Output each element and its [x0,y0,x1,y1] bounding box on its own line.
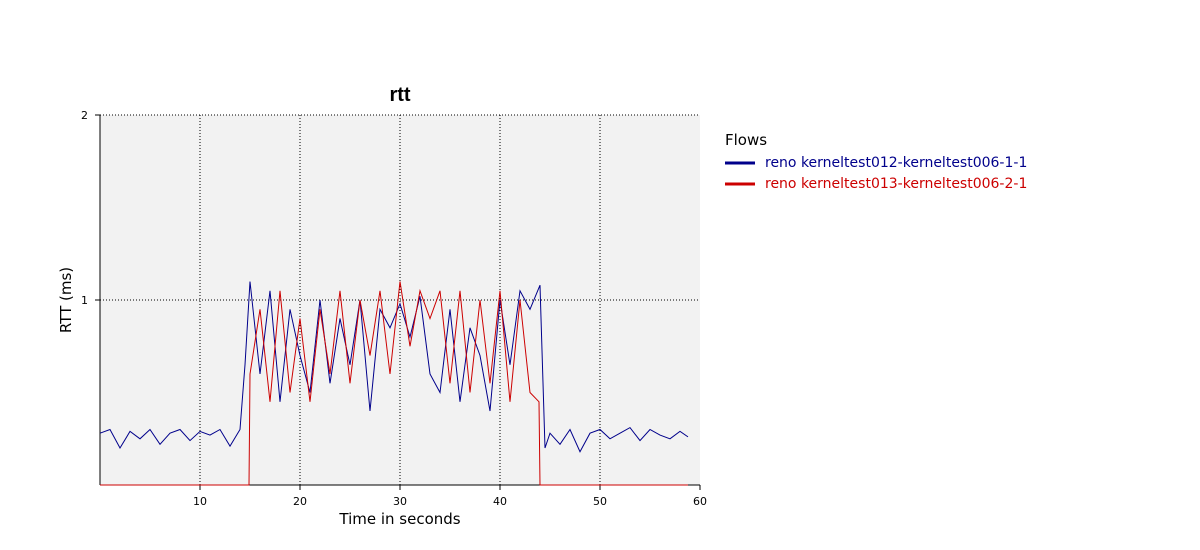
y-axis-title: RTT (ms) [57,267,75,333]
series-line-2 [100,281,688,486]
x-tick-label: 50 [593,495,607,508]
y-ticks: 12 [81,109,100,307]
series-layer [99,281,689,486]
legend-label-1: reno kerneltest012-kerneltest006-1-1 [765,155,1027,171]
chart-title: rtt [389,84,410,106]
legend: Flows reno kerneltest012-kerneltest006-1… [725,131,1027,192]
x-tick-label: 10 [193,495,207,508]
series-line-1 [99,281,689,453]
x-tick-label: 60 [693,495,707,508]
grid [100,114,700,485]
legend-items: reno kerneltest012-kerneltest006-1-1 reno… [725,155,1027,192]
legend-label-2: reno kerneltest013-kerneltest006-2-1 [765,176,1027,192]
legend-title: Flows [725,131,767,149]
x-ticks: 10 20 30 40 50 60 [193,485,707,508]
y-tick-label: 1 [81,294,88,307]
x-tick-label: 20 [293,495,307,508]
x-tick-label: 40 [493,495,507,508]
x-axis-title: Time in seconds [338,510,460,528]
x-tick-label: 30 [393,495,407,508]
y-tick-label: 2 [81,109,88,122]
